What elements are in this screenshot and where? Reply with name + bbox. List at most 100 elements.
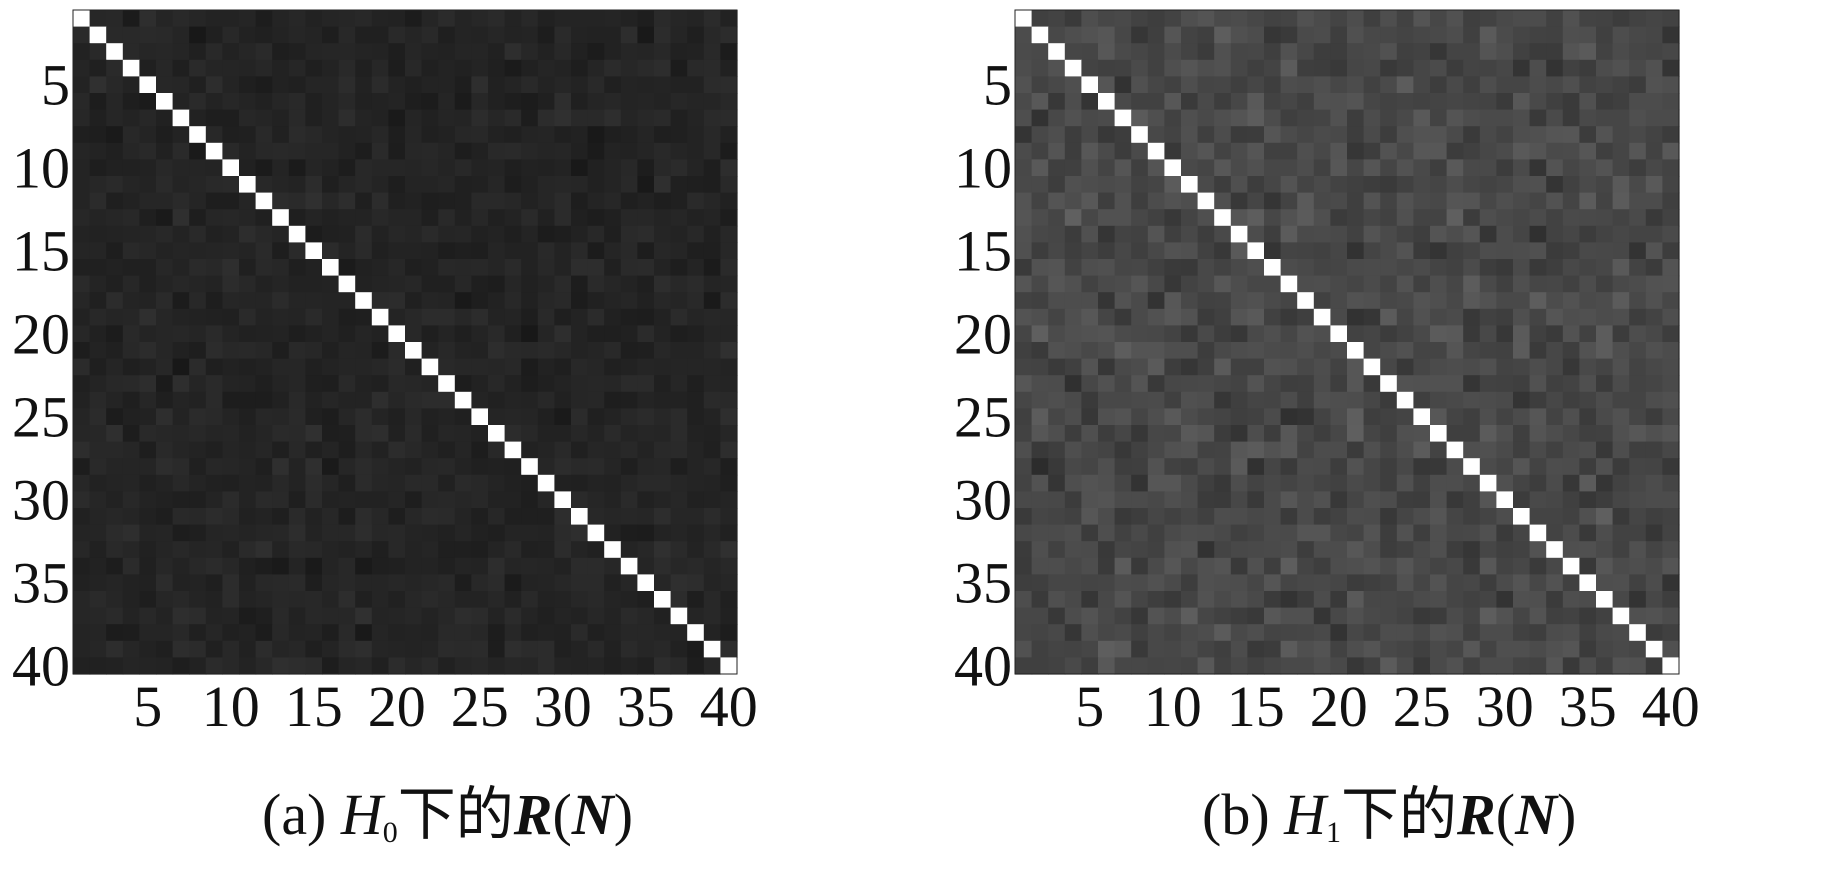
heatmap-a-cell — [205, 242, 223, 260]
heatmap-b-cell — [1114, 192, 1132, 210]
heatmap-b-cell — [1313, 342, 1331, 360]
heatmap-a-cell — [255, 574, 273, 592]
heatmap-b-cell — [1098, 607, 1116, 625]
heatmap-a-cell — [322, 59, 340, 77]
heatmap-b-cell — [1147, 259, 1165, 277]
heatmap-b-cell — [1463, 59, 1481, 77]
heatmap-a-cell — [288, 441, 306, 459]
heatmap-b-cell — [1098, 292, 1116, 310]
heatmap-b-y-tick-label: 20 — [954, 302, 1012, 367]
heatmap-b-cell — [1579, 325, 1597, 343]
heatmap-a-cell — [504, 43, 522, 61]
heatmap-b-cell — [1380, 26, 1398, 44]
heatmap-b-cell — [1380, 591, 1398, 609]
heatmap-a-cell — [421, 142, 439, 160]
heatmap-b-cell — [1015, 358, 1033, 376]
heatmap-a-cell — [620, 59, 638, 77]
heatmap-b-cell — [1513, 325, 1531, 343]
heatmap-a-cell — [405, 308, 423, 326]
heatmap-a-cell — [288, 76, 306, 94]
heatmap-b-cell — [1214, 59, 1232, 77]
heatmap-a-cell — [504, 624, 522, 642]
heatmap-b-cell — [1048, 358, 1066, 376]
heatmap-a-cell — [670, 325, 688, 343]
heatmap-a-cell — [571, 225, 589, 243]
heatmap-b-cell — [1430, 541, 1448, 559]
heatmap-b-cell — [1347, 640, 1365, 658]
heatmap-a-cell — [720, 458, 738, 476]
heatmap-b-cell — [1147, 458, 1165, 476]
heatmap-b-cell — [1297, 176, 1315, 194]
heatmap-a-cell — [587, 225, 605, 243]
heatmap-b-cell — [1562, 391, 1580, 409]
heatmap-a-cell — [388, 508, 406, 526]
heatmap-a-cell — [388, 342, 406, 360]
heatmap-b-cell — [1280, 109, 1298, 127]
heatmap-b-cell — [1114, 59, 1132, 77]
heatmap-b-cell — [1479, 10, 1497, 28]
heatmap-a-cell — [255, 342, 273, 360]
heatmap-b-cell — [1396, 225, 1414, 243]
heatmap-a-cell — [156, 425, 174, 443]
heatmap-b-cell — [1380, 574, 1398, 592]
heatmap-a-cell — [139, 126, 157, 144]
heatmap-a-cell — [338, 242, 356, 260]
heatmap-b-cell — [1496, 391, 1514, 409]
heatmap-b-cell — [1131, 176, 1149, 194]
heatmap-b-y-tick-label: 25 — [954, 385, 1012, 450]
heatmap-a-cell — [438, 591, 456, 609]
heatmap-b-cell — [1181, 441, 1199, 459]
heatmap-b-cell — [1562, 458, 1580, 476]
heatmap-b-cell — [1015, 308, 1033, 326]
heatmap-a-cell — [305, 93, 323, 111]
heatmap-b-cell — [1612, 458, 1630, 476]
heatmap-b-cell — [1247, 408, 1265, 426]
heatmap-a-cell — [587, 192, 605, 210]
heatmap-a-cell — [156, 408, 174, 426]
heatmap-a-cell — [139, 26, 157, 44]
heatmap-b-cell — [1280, 142, 1298, 160]
heatmap-b-cell — [1313, 441, 1331, 459]
heatmap-a-cell — [272, 425, 290, 443]
heatmap-a-cell — [172, 93, 190, 111]
heatmap-a-cell — [272, 325, 290, 343]
heatmap-b-cell — [1214, 342, 1232, 360]
heatmap-a-cell — [388, 375, 406, 393]
heatmap-a-cell — [687, 59, 705, 77]
heatmap-b-cell — [1430, 159, 1448, 177]
heatmap-a-cell — [504, 126, 522, 144]
heatmap-a-cell — [537, 508, 555, 526]
heatmap-a-cell — [537, 308, 555, 326]
heatmap-a-cell — [305, 408, 323, 426]
heatmap-b-cell — [1662, 26, 1680, 44]
heatmap-a-cell — [89, 242, 107, 260]
heatmap-a-cell — [172, 557, 190, 575]
heatmap-a-cell — [687, 441, 705, 459]
heatmap-a-cell — [189, 176, 207, 194]
heatmap-a-cell — [371, 591, 389, 609]
heatmap-a-cell — [405, 574, 423, 592]
heatmap-b-cell — [1015, 325, 1033, 343]
heatmap-b-cell — [1529, 126, 1547, 144]
heatmap-a-cell — [371, 524, 389, 542]
heatmap-b-cell — [1330, 458, 1348, 476]
heatmap-a-cell — [205, 76, 223, 94]
heatmap-a-cell — [139, 574, 157, 592]
heatmap-a-cell — [687, 491, 705, 509]
heatmap-a-cell — [255, 142, 273, 160]
heatmap-b-cell — [1463, 142, 1481, 160]
heatmap-b-cell — [1264, 391, 1282, 409]
heatmap-a-cell — [421, 425, 439, 443]
heatmap-b-cell — [1015, 591, 1033, 609]
heatmap-b-cell — [1247, 43, 1265, 61]
heatmap-b-cell — [1529, 657, 1547, 675]
heatmap-a-cell — [571, 259, 589, 277]
heatmap-b-cell — [1230, 491, 1248, 509]
heatmap-a-cell — [554, 76, 572, 94]
heatmap-a-cell — [305, 607, 323, 625]
heatmap-b-cell — [1313, 10, 1331, 28]
heatmap-b-cell — [1629, 159, 1647, 177]
heatmap-a-cell — [421, 325, 439, 343]
heatmap-a-cell — [305, 358, 323, 376]
heatmap-a-cell — [305, 225, 323, 243]
